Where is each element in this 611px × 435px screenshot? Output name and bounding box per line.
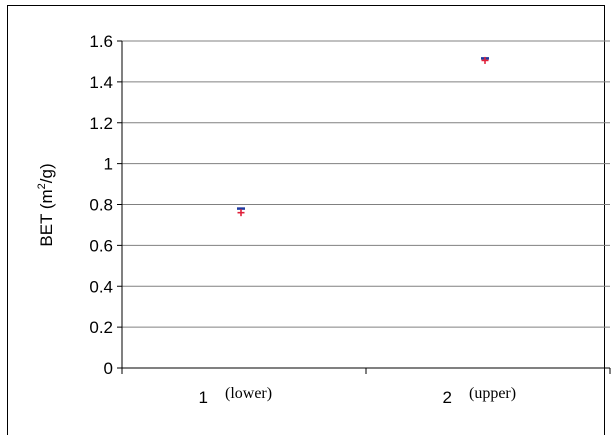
x-category-note-0: (lower) — [225, 385, 272, 402]
y-tick-label-5: 1 — [104, 155, 113, 174]
x-category-label-0: 1 — [199, 388, 208, 407]
axes — [117, 40, 611, 374]
y-tick-label-7: 1.4 — [89, 73, 113, 92]
x-category-note-1: (upper) — [469, 385, 516, 402]
y-axis-title-suffix: /g) — [37, 163, 56, 183]
data-points — [237, 56, 489, 217]
y-axis-title: BET (m2/g) — [36, 163, 56, 246]
point-s1-0 — [237, 209, 245, 217]
x-category-labels: 1 (lower) 2 (upper) — [199, 385, 517, 407]
y-tick-label-8: 1.6 — [89, 32, 113, 51]
y-axis-title-sup: 2 — [36, 183, 48, 189]
y-axis-title-prefix: BET (m — [37, 189, 56, 246]
x-category-label-1: 2 — [443, 388, 452, 407]
chart-frame — [7, 5, 605, 435]
y-tick-label-2: 0.4 — [89, 277, 113, 296]
y-tick-label-0: 0 — [104, 359, 113, 378]
y-tick-label-6: 1.2 — [89, 114, 113, 133]
point-s1-1 — [481, 56, 489, 64]
y-tick-label-1: 0.2 — [89, 318, 113, 337]
y-tick-label-4: 0.8 — [89, 196, 113, 215]
gridlines — [122, 40, 610, 328]
y-tick-labels: 0 0.2 0.4 0.6 0.8 1 1.2 1.4 1.6 — [89, 32, 113, 378]
y-tick-label-3: 0.6 — [89, 236, 113, 255]
